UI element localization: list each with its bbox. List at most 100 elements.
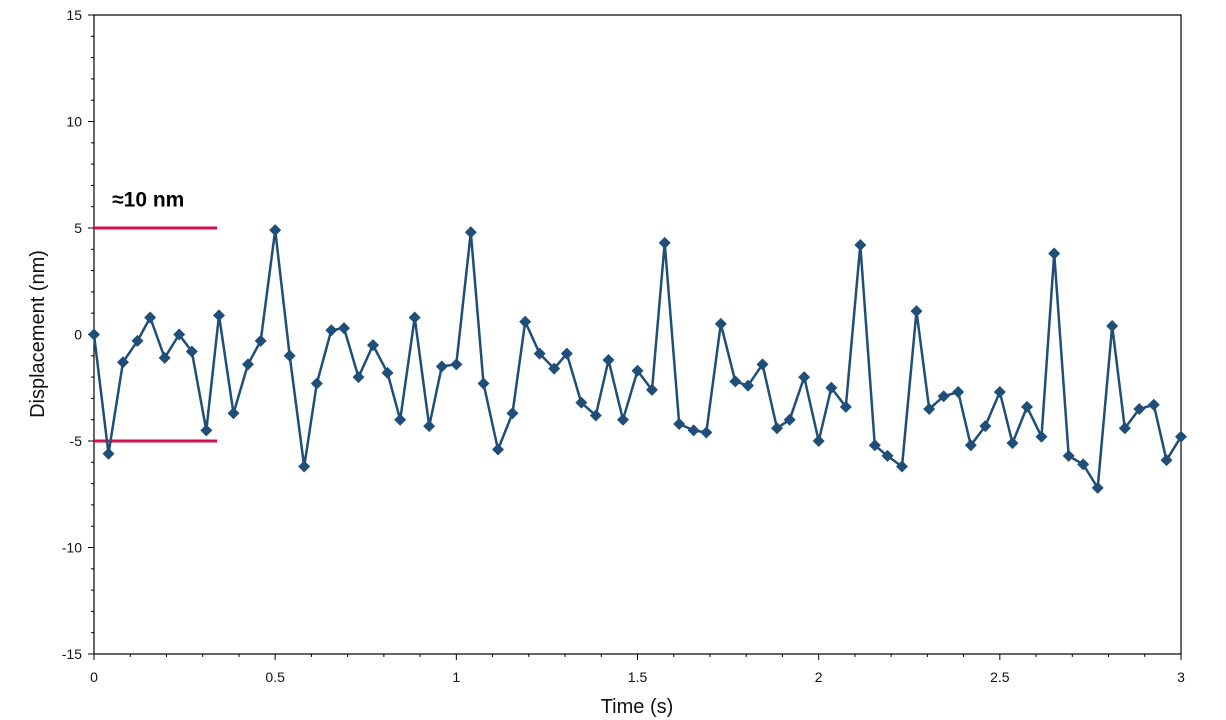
- annotation-layer: ≈10 nm: [94, 189, 218, 443]
- y-tick-label: 10: [66, 114, 82, 130]
- data-point: [896, 460, 909, 473]
- data-point: [729, 375, 742, 388]
- data-point: [102, 447, 115, 460]
- data-point: [298, 460, 311, 473]
- data-point: [366, 339, 379, 352]
- data-point: [1062, 449, 1075, 462]
- plot-area: [93, 14, 1182, 655]
- tick-layer: -15 -10 -5 0 5 10 15 0 0.5 1 1.5 2 2.5 3: [62, 7, 1185, 685]
- y-axis-label: Displacement (nm): [27, 250, 49, 418]
- data-point: [756, 358, 769, 371]
- data-point: [923, 403, 936, 416]
- x-tick-label: 0: [90, 669, 98, 685]
- data-point: [964, 439, 977, 452]
- data-point: [770, 422, 783, 435]
- data-point: [477, 377, 490, 390]
- y-tick-label: 15: [66, 7, 82, 23]
- data-point: [687, 424, 700, 437]
- data-point: [548, 362, 561, 375]
- y-tick-label: 0: [74, 327, 82, 343]
- data-point: [798, 371, 811, 384]
- x-axis-label: Time (s): [601, 696, 674, 718]
- y-tick-label: -15: [62, 646, 82, 662]
- data-point: [910, 305, 923, 318]
- data-point: [812, 435, 825, 447]
- series-layer: [88, 224, 1187, 494]
- data-point: [352, 371, 365, 384]
- data-point: [283, 349, 296, 362]
- data-point: [254, 334, 267, 347]
- data-point: [575, 396, 588, 409]
- data-point: [492, 443, 505, 456]
- y-tick-label: -10: [62, 540, 82, 556]
- data-point: [423, 420, 436, 433]
- x-tick-label: 0.5: [265, 669, 285, 685]
- data-point: [854, 239, 867, 252]
- data-point: [325, 324, 338, 337]
- data-point: [1035, 430, 1048, 443]
- data-point: [979, 420, 992, 433]
- data-point: [1048, 247, 1061, 260]
- data-point: [506, 407, 519, 420]
- data-point: [714, 317, 727, 330]
- data-point: [881, 449, 894, 462]
- data-point: [88, 328, 100, 341]
- data-point: [631, 364, 644, 377]
- data-point: [617, 413, 630, 426]
- data-point: [673, 417, 686, 430]
- data-point: [937, 390, 950, 403]
- data-point: [116, 356, 129, 369]
- data-point: [464, 226, 477, 239]
- data-point: [1118, 422, 1131, 435]
- data-point: [560, 347, 573, 360]
- data-point: [269, 224, 282, 237]
- data-point: [825, 381, 838, 394]
- data-point: [241, 358, 254, 371]
- data-point: [144, 311, 157, 324]
- data-point: [158, 351, 171, 364]
- data-point: [1133, 403, 1146, 416]
- x-tick-label: 2.5: [990, 669, 1010, 685]
- y-tick-label: 5: [74, 220, 82, 236]
- data-point: [1106, 319, 1119, 332]
- data-point: [173, 328, 186, 341]
- x-tick-label: 1.5: [628, 669, 648, 685]
- data-point: [993, 386, 1006, 399]
- data-point: [394, 413, 407, 426]
- data-point: [227, 407, 240, 420]
- data-point: [1006, 437, 1019, 450]
- data-point: [381, 366, 394, 379]
- data-point: [338, 322, 351, 335]
- data-point: [783, 413, 796, 426]
- data-point: [310, 377, 323, 390]
- data-point: [1077, 458, 1090, 471]
- data-point: [519, 315, 532, 328]
- data-point: [213, 309, 226, 322]
- data-point: [1091, 481, 1104, 494]
- data-point: [450, 358, 463, 371]
- data-point: [658, 236, 671, 249]
- data-point: [185, 345, 198, 358]
- data-point: [1147, 398, 1160, 411]
- y-tick-label: -5: [70, 433, 83, 449]
- x-tick-label: 2: [815, 669, 823, 685]
- x-tick-label: 1: [452, 669, 460, 685]
- data-point: [839, 400, 852, 413]
- data-point: [1021, 400, 1034, 413]
- x-tick-label: 3: [1177, 669, 1185, 685]
- data-point: [533, 347, 546, 360]
- data-point: [200, 424, 213, 437]
- data-point: [645, 383, 658, 396]
- data-point: [435, 360, 448, 373]
- data-point: [131, 334, 144, 347]
- annotation-label: ≈10 nm: [112, 189, 184, 212]
- data-point: [589, 409, 602, 422]
- data-point: [868, 439, 881, 452]
- data-point: [602, 354, 615, 367]
- data-point: [1160, 454, 1173, 467]
- data-point: [952, 386, 965, 399]
- data-point: [700, 426, 713, 439]
- data-point: [1175, 430, 1187, 443]
